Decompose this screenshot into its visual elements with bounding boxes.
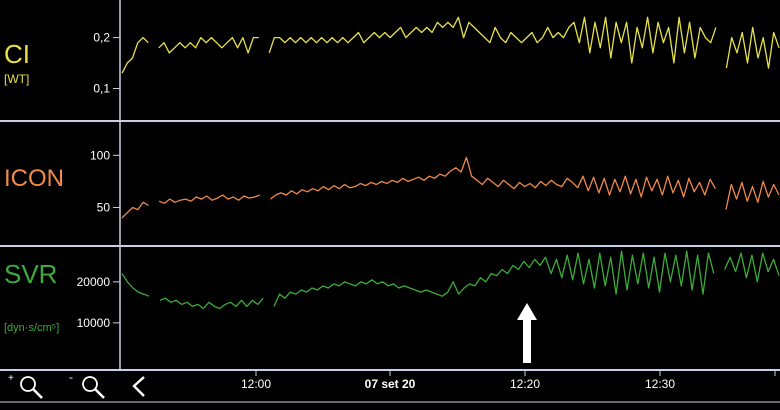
svr-series	[121, 250, 780, 310]
chevron-left-icon	[132, 376, 145, 397]
icon-trend-line	[121, 201, 149, 219]
ci-ticks: 0,2 0,1	[93, 31, 120, 95]
time-label-1230: 12:30	[645, 377, 675, 391]
ci-trend-line	[268, 16, 717, 64]
zoom-out-sign: -	[69, 370, 73, 384]
back-button[interactable]	[132, 376, 145, 397]
y-tick-label: 50	[97, 200, 111, 214]
magnifier-icon	[20, 376, 43, 399]
y-tick-label: 20000	[77, 275, 111, 289]
y-tick-label: 100	[90, 148, 110, 162]
date-label: 07 set 20	[365, 377, 416, 391]
magnifier-icon	[82, 376, 105, 399]
svr-trend-line	[159, 297, 264, 310]
time-label-1220: 12:20	[510, 377, 540, 391]
svr-ticks: 20000 10000	[77, 275, 120, 330]
zoom-in-button[interactable]: +	[8, 373, 43, 399]
svr-label: SVR	[4, 259, 57, 289]
icon-ticks: 100 50	[90, 148, 120, 214]
icon-trend-line	[158, 194, 261, 204]
time-label-1200: 12:00	[241, 377, 271, 391]
svr-trend-line	[724, 252, 780, 283]
y-tick-label: 0,2	[93, 31, 110, 45]
icon-trend-line	[270, 156, 716, 200]
y-tick-label: 0,1	[93, 81, 110, 95]
ci-trend-line	[158, 36, 259, 54]
svr-unit: [dyn·s/cm⁵]	[4, 322, 59, 334]
icon-series	[121, 156, 780, 219]
ci-series	[121, 16, 780, 74]
ci-trend-line	[121, 36, 149, 74]
zoom-in-sign: +	[8, 373, 14, 384]
annotation-arrow-icon	[517, 303, 537, 363]
icon-trend-line	[725, 180, 780, 210]
ci-label: CI	[4, 39, 30, 69]
svr-trend-line	[121, 273, 150, 297]
zoom-out-button[interactable]: -	[69, 370, 105, 399]
y-tick-label: 10000	[77, 316, 111, 330]
toolbar: + - 12:00 07 set 20 12:20 12:30	[0, 370, 780, 403]
ci-trend-line	[725, 26, 780, 69]
ci-unit: [WT]	[4, 72, 29, 86]
svr-trend-line	[273, 250, 715, 307]
icon-label: ICON	[4, 165, 64, 192]
